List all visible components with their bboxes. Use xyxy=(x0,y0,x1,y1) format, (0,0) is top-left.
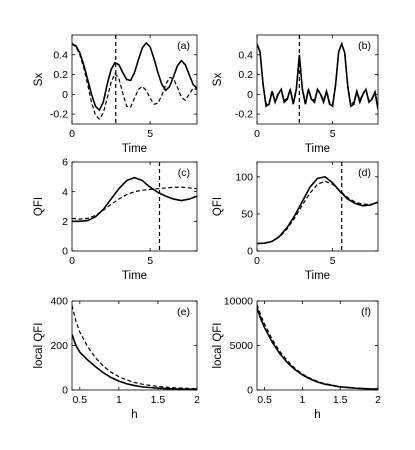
panel-e: 0.5 1 1.5 2 0 200 400 h local QFI (e) xyxy=(33,296,200,421)
x-tick-label: 0 xyxy=(254,128,260,140)
axes-frame xyxy=(71,34,198,125)
y-axis-label: QFI xyxy=(212,197,224,216)
x-axis-label: Time xyxy=(305,270,330,282)
y-tick-label: 0.2 xyxy=(238,69,253,81)
y-tick-label: 0 xyxy=(62,246,68,258)
x-axis-label: Time xyxy=(122,143,147,155)
y-tick-label: 50 xyxy=(241,209,253,221)
x-axis-label: h xyxy=(314,409,320,421)
y-tick-label: 0 xyxy=(247,89,253,101)
series-dashed-line xyxy=(257,180,378,245)
y-axis-label: local QFI xyxy=(212,322,224,368)
x-tick-label: 0 xyxy=(69,255,75,267)
y-tick-label: 2 xyxy=(62,216,68,228)
y-tick-label: 10000 xyxy=(224,296,253,308)
x-tick-label: 0.5 xyxy=(257,394,272,406)
y-axis-label: local QFI xyxy=(33,322,45,368)
x-tick-label: 2 xyxy=(375,394,381,406)
y-tick-label: 200 xyxy=(50,340,68,352)
panel-label: (b) xyxy=(358,40,371,52)
x-axis-label: Time xyxy=(122,270,147,282)
y-tick-label: 0.4 xyxy=(53,49,68,61)
x-tick-label: 1.5 xyxy=(333,394,348,406)
y-tick-label: -0.2 xyxy=(50,109,68,121)
series-solid-line xyxy=(72,176,197,223)
panel-label: (e) xyxy=(177,306,190,318)
y-tick-label: -0.2 xyxy=(235,109,253,121)
series-dashed-line xyxy=(72,43,197,121)
panel-c: 0 5 0 2 4 6 Time QFI (c) xyxy=(33,157,198,282)
x-tick-label: 5 xyxy=(330,255,336,267)
series-solid-line xyxy=(72,334,197,390)
series-dashed-line xyxy=(257,42,378,107)
y-tick-label: 0 xyxy=(247,385,253,397)
x-tick-label: 1.5 xyxy=(151,394,166,406)
y-tick-label: 0 xyxy=(62,89,68,101)
y-axis-label: QFI xyxy=(33,197,45,216)
x-tick-label: 1 xyxy=(116,394,122,406)
y-axis-label: Sx xyxy=(212,73,224,87)
axes-frame xyxy=(256,34,379,125)
panel-label: (f) xyxy=(361,306,371,318)
axes-frame xyxy=(71,161,198,252)
y-tick-label: 0 xyxy=(62,385,68,397)
x-tick-label: 0 xyxy=(254,255,260,267)
y-tick-label: 0 xyxy=(247,246,253,258)
axes-frame xyxy=(256,161,379,252)
series-dashed-line xyxy=(72,305,197,390)
x-tick-label: 0 xyxy=(69,128,75,140)
x-axis-label: h xyxy=(131,409,137,421)
y-tick-label: 400 xyxy=(50,296,68,308)
x-axis-label: Time xyxy=(305,143,330,155)
series-dashed-line xyxy=(257,304,378,390)
y-tick-label: 5000 xyxy=(230,340,254,352)
x-tick-label: 1 xyxy=(299,394,305,406)
series-solid-line xyxy=(257,175,378,245)
x-tick-label: 5 xyxy=(147,128,153,140)
x-tick-label: 2 xyxy=(194,394,200,406)
y-tick-label: 6 xyxy=(62,157,68,169)
y-axis-label: Sx xyxy=(33,73,45,87)
y-tick-label: 0.4 xyxy=(238,49,253,61)
series-dashed-line xyxy=(72,186,197,220)
y-tick-label: 0.2 xyxy=(53,69,68,81)
x-tick-label: 0.5 xyxy=(73,394,88,406)
x-tick-label: 5 xyxy=(147,255,153,267)
y-tick-label: 100 xyxy=(235,171,253,183)
panel-label: (c) xyxy=(178,167,190,179)
panel-label: (d) xyxy=(358,167,371,179)
panel-f: 0.5 1 1.5 2 0 5000 10000 h local QFI (f) xyxy=(212,296,381,421)
y-tick-label: 4 xyxy=(62,186,68,198)
x-tick-label: 5 xyxy=(330,128,336,140)
series-solid-line xyxy=(72,41,197,112)
series-solid-line xyxy=(257,307,378,390)
panel-label: (a) xyxy=(177,40,190,52)
